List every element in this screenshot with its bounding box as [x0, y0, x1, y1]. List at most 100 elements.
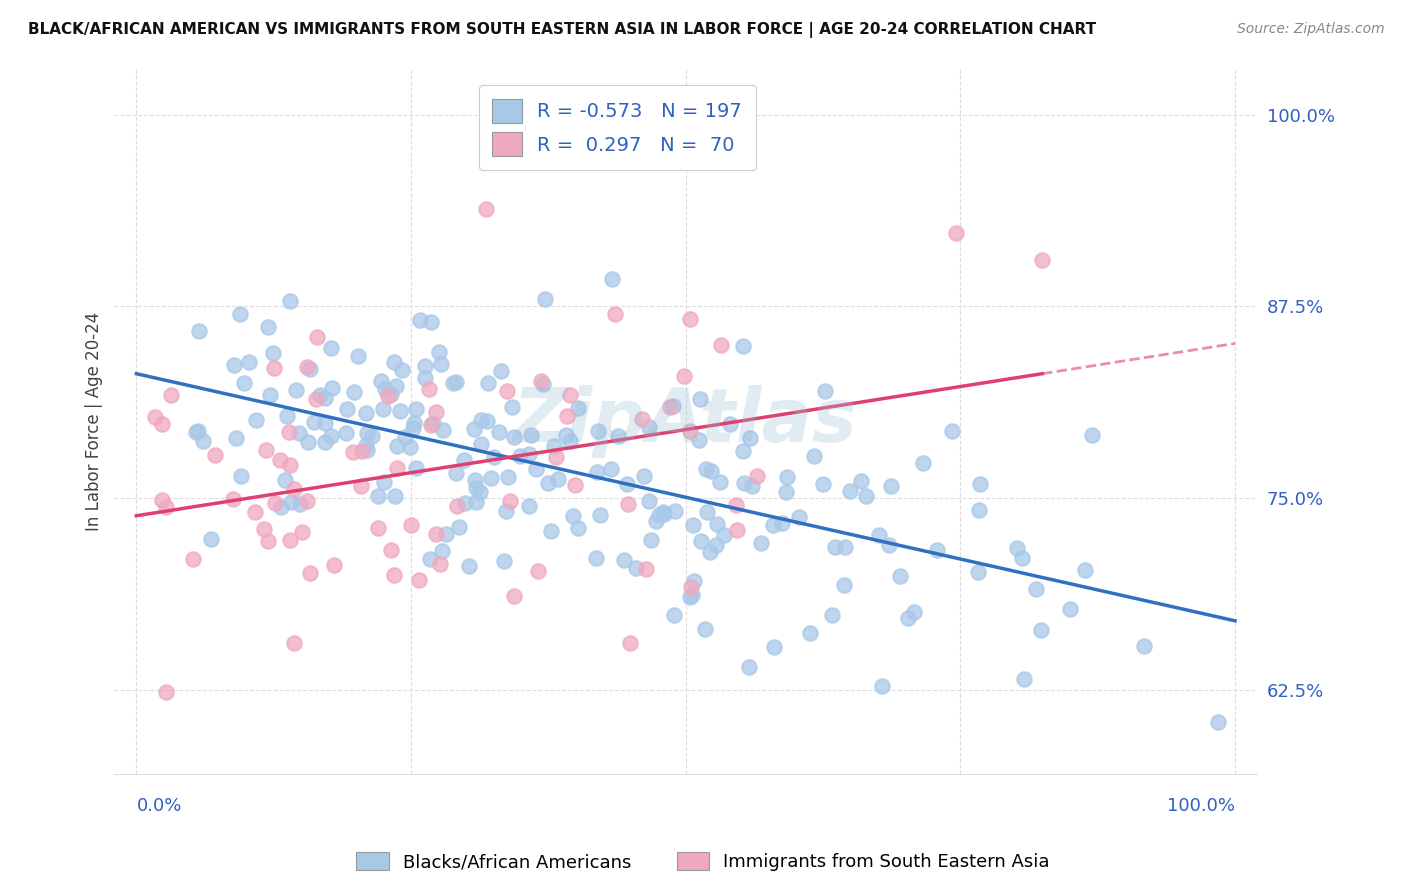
Point — [143, 409, 166, 424]
Point — [681, 580, 703, 594]
Point — [941, 424, 963, 438]
Point — [389, 404, 412, 418]
Point — [558, 388, 581, 402]
Point — [832, 578, 855, 592]
Point — [499, 494, 522, 508]
Point — [838, 484, 860, 499]
Point — [321, 429, 343, 443]
Point — [733, 475, 755, 490]
Point — [969, 477, 991, 491]
Point — [160, 388, 183, 402]
Point — [463, 473, 485, 487]
Point — [699, 545, 721, 559]
Point — [257, 533, 280, 548]
Point — [704, 538, 727, 552]
Point — [204, 448, 226, 462]
Point — [321, 381, 343, 395]
Point — [912, 457, 935, 471]
Point — [640, 533, 662, 547]
Point — [664, 504, 686, 518]
Point — [278, 293, 301, 308]
Point — [221, 491, 243, 506]
Point — [524, 462, 547, 476]
Point — [693, 622, 716, 636]
Point — [496, 470, 519, 484]
Point — [690, 533, 713, 548]
Point — [679, 590, 702, 604]
Point — [464, 495, 486, 509]
Point — [903, 605, 925, 619]
Point — [634, 562, 657, 576]
Point — [652, 507, 675, 521]
Point — [425, 405, 447, 419]
Point — [302, 415, 325, 429]
Point — [855, 489, 877, 503]
Point — [444, 376, 467, 390]
Point — [494, 554, 516, 568]
Point — [519, 499, 541, 513]
Point — [631, 412, 654, 426]
Point — [278, 458, 301, 473]
Point — [399, 440, 422, 454]
Point — [613, 553, 636, 567]
Point — [270, 500, 292, 514]
Point — [824, 540, 846, 554]
Point — [605, 307, 627, 321]
Point — [188, 324, 211, 338]
Point — [335, 426, 357, 441]
Point — [373, 475, 395, 489]
Point — [280, 495, 302, 509]
Point — [402, 421, 425, 435]
Point — [425, 527, 447, 541]
Point — [537, 475, 560, 490]
Point — [429, 557, 451, 571]
Point — [1133, 639, 1156, 653]
Point — [391, 363, 413, 377]
Point — [945, 226, 967, 240]
Point — [229, 469, 252, 483]
Point — [606, 429, 628, 443]
Point — [803, 449, 825, 463]
Point — [429, 357, 451, 371]
Point — [731, 444, 754, 458]
Point — [868, 528, 890, 542]
Point — [879, 479, 901, 493]
Point — [453, 452, 475, 467]
Point — [380, 387, 402, 401]
Point — [775, 485, 797, 500]
Point — [789, 510, 811, 524]
Point — [356, 443, 378, 458]
Point — [543, 439, 565, 453]
Point — [350, 444, 373, 458]
Point — [889, 568, 911, 582]
Point — [382, 568, 405, 582]
Y-axis label: In Labor Force | Age 20-24: In Labor Force | Age 20-24 — [86, 311, 103, 531]
Point — [278, 425, 301, 439]
Point — [509, 450, 531, 464]
Point — [262, 346, 284, 360]
Legend: R = -0.573   N = 197, R =  0.297   N =  70: R = -0.573 N = 197, R = 0.297 N = 70 — [479, 86, 755, 169]
Point — [925, 543, 948, 558]
Point — [187, 424, 209, 438]
Point — [1031, 623, 1053, 637]
Point — [415, 371, 437, 385]
Point — [155, 500, 177, 514]
Point — [1206, 715, 1229, 730]
Point — [484, 450, 506, 464]
Point — [259, 388, 281, 402]
Point — [394, 429, 416, 443]
Point — [370, 374, 392, 388]
Point — [385, 379, 408, 393]
Point — [474, 202, 496, 216]
Point — [278, 533, 301, 547]
Point — [150, 493, 173, 508]
Point — [297, 493, 319, 508]
Point — [700, 464, 723, 478]
Point — [444, 466, 467, 480]
Point — [254, 442, 277, 457]
Point — [276, 409, 298, 424]
Point — [477, 376, 499, 390]
Point — [540, 524, 562, 539]
Point — [624, 561, 647, 575]
Point — [477, 413, 499, 427]
